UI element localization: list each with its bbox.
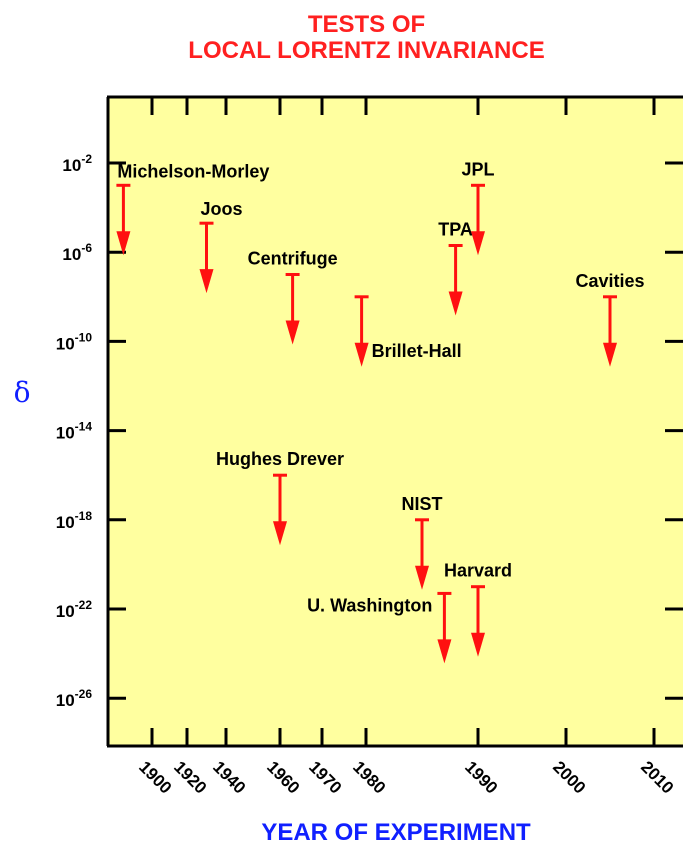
limit-arrow-u-washington [437,591,452,664]
x-tick-label: 1970 [305,757,345,797]
chart-title-line-1: TESTS OF [307,11,426,38]
x-tick-label: 1900 [135,757,175,797]
point-label: Joos [201,199,243,219]
point-label: U. Washington [307,595,432,615]
point-label: Centrifuge [248,249,338,269]
limit-arrow-cavities [603,295,617,367]
point-label: Michelson-Morley [117,161,269,181]
x-tick-label: 2010 [637,757,677,797]
chart-title-line-2: LOCAL LORENTZ INVARIANCE [188,37,545,64]
plot-area [108,97,683,746]
limit-arrow-centrifuge [285,273,300,345]
y-tick-label: 10-26 [56,687,93,710]
y-tick-label: 10-14 [56,420,93,443]
y-tick-label: 10-2 [62,152,92,175]
x-tick-label: 1960 [263,757,303,797]
y-tick-label: 10-6 [62,241,92,264]
limit-arrow-brillet-hall [354,295,369,367]
y-tick-label: 10-10 [56,330,93,353]
x-tick-label: 1990 [461,757,501,797]
point-label: Hughes Drever [216,449,344,469]
limit-arrow-michelson-morley [116,183,131,256]
y-tick-label: 10-22 [56,598,93,621]
x-tick-label: 1920 [170,757,210,797]
x-tick-label: 1980 [349,757,389,797]
limit-arrow-hughes-drever [273,473,287,546]
point-label: Cavities [575,271,644,291]
y-ticks: 10-2 10-6 10-10 10-14 10-18 10-22 10-26 [56,152,683,710]
x-tick-label: 2000 [549,757,589,797]
y-tick-label: 10-18 [56,509,93,532]
axes [106,95,683,748]
limit-arrow-joos [199,221,214,294]
point-label: Brillet-Hall [372,341,462,361]
point-label: NIST [401,494,442,514]
y-axis-label: δ [14,376,31,409]
chart-title: TESTS OF LOCAL LORENTZ INVARIANCE [0,12,683,64]
limit-arrow-nist [415,518,429,590]
limit-arrow-tpa [448,243,463,316]
x-tick-label: 1940 [209,757,249,797]
limit-arrow-jpl [471,183,485,256]
x-axis-label: YEAR OF EXPERIMENT [261,819,531,843]
point-label: Harvard [444,561,512,581]
point-label: JPL [461,159,494,179]
limit-arrow-harvard [471,585,485,657]
point-label: TPA [438,219,473,239]
data-marks: Michelson-Morley Joos Centrifuge Brillet-Ha… [116,159,645,664]
